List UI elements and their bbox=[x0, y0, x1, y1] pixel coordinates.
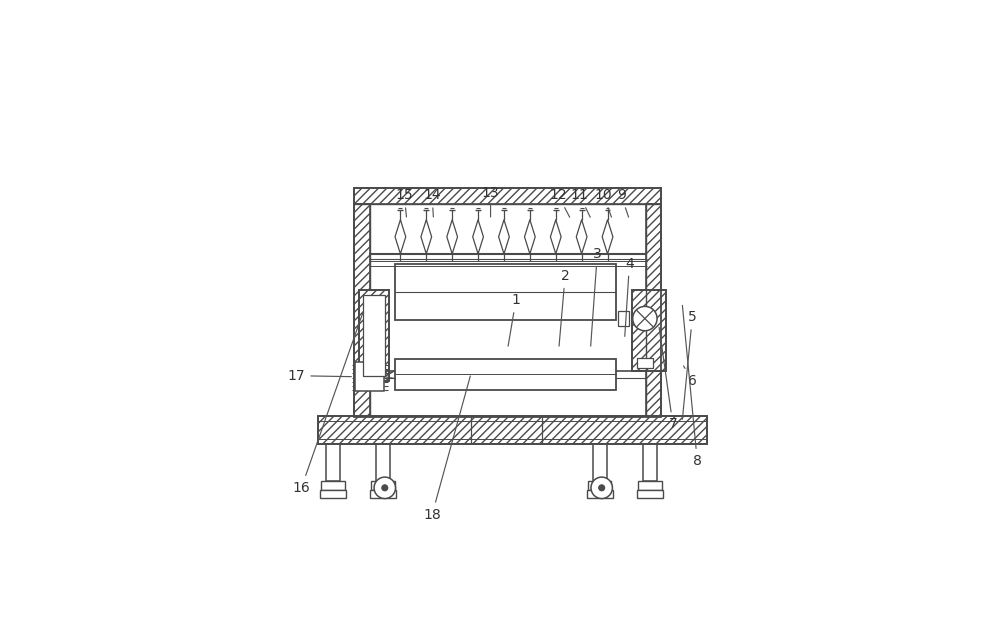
Circle shape bbox=[599, 485, 605, 491]
Text: 1: 1 bbox=[508, 293, 520, 346]
Text: 12: 12 bbox=[550, 189, 570, 217]
Bar bbox=[320, 490, 346, 498]
Bar bbox=[637, 490, 663, 498]
Bar bbox=[376, 444, 390, 480]
Text: 18: 18 bbox=[423, 376, 470, 522]
Bar bbox=[593, 444, 607, 480]
Bar bbox=[321, 480, 345, 491]
Text: 13: 13 bbox=[482, 186, 499, 217]
Bar bbox=[643, 444, 657, 480]
Circle shape bbox=[374, 477, 396, 499]
Circle shape bbox=[591, 477, 612, 499]
Text: 4: 4 bbox=[625, 256, 634, 336]
Bar bbox=[637, 358, 653, 368]
Bar bbox=[395, 263, 616, 320]
Bar bbox=[370, 490, 396, 498]
Text: 15: 15 bbox=[395, 189, 413, 217]
Text: 14: 14 bbox=[423, 189, 441, 217]
Bar bbox=[646, 204, 661, 417]
Bar bbox=[359, 291, 389, 380]
Text: 10: 10 bbox=[595, 189, 612, 217]
Text: 7: 7 bbox=[659, 327, 677, 432]
Bar bbox=[395, 359, 616, 391]
Bar bbox=[326, 444, 340, 480]
Bar bbox=[318, 416, 707, 444]
Bar bbox=[638, 480, 662, 491]
Text: 6: 6 bbox=[684, 366, 697, 387]
Bar bbox=[618, 311, 629, 327]
Bar bbox=[371, 480, 395, 491]
Bar bbox=[588, 480, 611, 491]
Bar bbox=[354, 188, 661, 417]
Text: 2: 2 bbox=[559, 269, 570, 346]
Bar bbox=[354, 204, 370, 417]
Text: 8: 8 bbox=[682, 305, 702, 468]
Bar bbox=[632, 291, 666, 371]
Circle shape bbox=[382, 485, 388, 491]
Text: 3: 3 bbox=[591, 247, 602, 346]
Bar bbox=[632, 291, 666, 371]
Bar bbox=[359, 291, 389, 380]
Bar bbox=[318, 416, 707, 444]
Circle shape bbox=[633, 306, 657, 331]
Text: 17: 17 bbox=[288, 368, 351, 383]
Text: 9: 9 bbox=[617, 189, 629, 217]
Text: 16: 16 bbox=[292, 313, 363, 495]
Bar bbox=[354, 188, 661, 204]
Bar bbox=[363, 295, 385, 376]
Text: 5: 5 bbox=[682, 310, 697, 419]
Bar bbox=[587, 490, 613, 498]
Text: 11: 11 bbox=[571, 189, 590, 217]
Bar bbox=[355, 362, 384, 391]
